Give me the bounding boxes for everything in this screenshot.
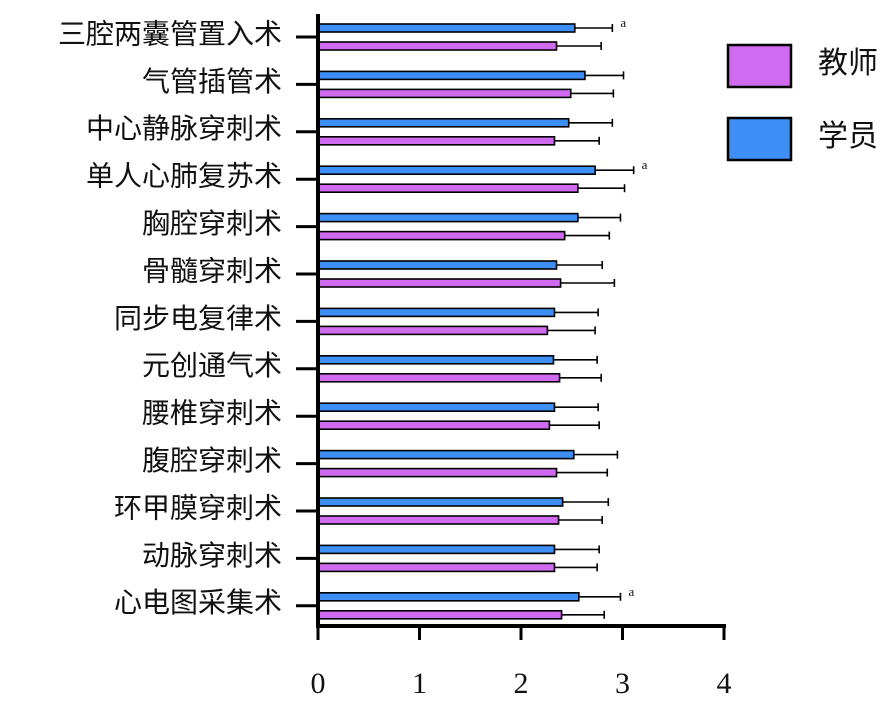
bar [317,278,562,288]
bar [317,354,555,365]
bar [317,372,561,383]
bar [317,562,556,573]
bar [317,609,563,620]
bar [317,136,556,146]
legend-label: 学员 [818,120,878,153]
legend-swatch [726,116,793,162]
bar [317,212,579,223]
bar [317,325,549,336]
bar [317,449,575,460]
y-tick-label: 腹腔穿刺术 [142,445,282,477]
bar [317,88,572,99]
bar [317,70,586,81]
bar [317,544,556,555]
bar [317,183,579,193]
bar [317,591,580,602]
x-tick-label: 4 [717,667,732,700]
bar [317,118,570,128]
bar [317,23,576,33]
y-tick-label: 单人心肺复苏术 [86,161,282,193]
bar [317,41,558,51]
bar [317,515,560,525]
x-tick-label: 1 [412,667,427,700]
bar [317,467,558,478]
y-tick-label: 三腔两囊管置入术 [58,18,282,50]
y-tick-label: 气管插管术 [142,66,282,98]
bar [317,402,556,413]
y-tick-label: 胸腔穿刺术 [142,208,282,240]
y-tick-label: 腰椎穿刺术 [142,398,282,430]
annotation: a [642,157,648,172]
y-tick-label: 中心静脉穿刺术 [86,113,282,145]
bar [317,497,564,507]
legend-label: 教师 [818,47,878,80]
x-tick-label: 2 [514,667,529,700]
y-tick-label: 动脉穿刺术 [142,540,282,572]
x-tick-label: 3 [615,667,630,700]
y-tick-label: 元创通气术 [142,350,282,382]
annotation: a [628,584,634,599]
legend-swatch [726,43,793,89]
y-tick-label: 同步电复律术 [114,303,282,335]
y-tick-label: 骨髓穿刺术 [142,255,282,287]
annotation: a [620,15,626,30]
bar [317,307,556,318]
bar [317,260,558,270]
bar [317,230,566,241]
y-tick-label: 环甲膜穿刺术 [114,492,282,524]
bar [317,165,596,175]
y-tick-label: 心电图采集术 [114,587,282,619]
x-tick-label: 0 [311,667,326,700]
bar [317,420,551,431]
